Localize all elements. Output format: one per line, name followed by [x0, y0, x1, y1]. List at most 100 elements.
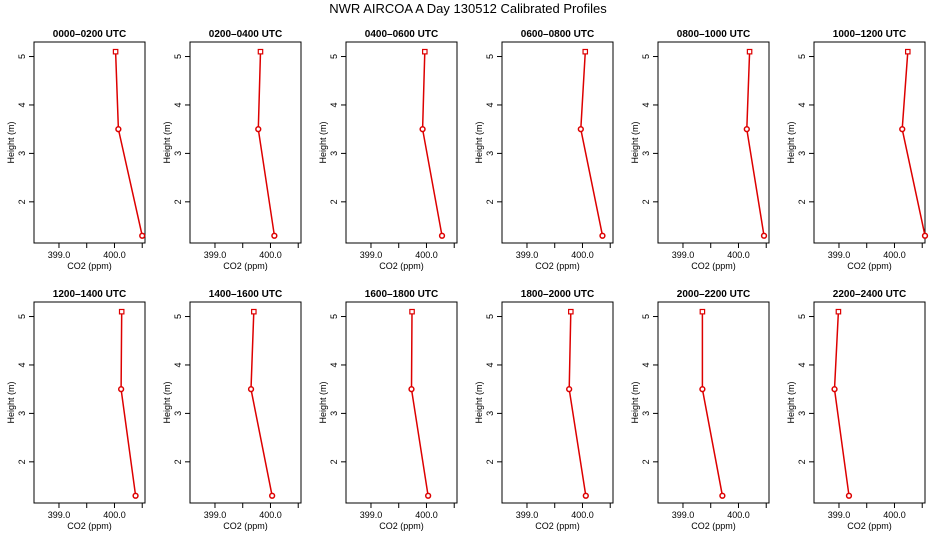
y-tick-label: 2: [173, 459, 183, 464]
y-tick-label: 5: [797, 54, 807, 59]
plot-frame: [657, 301, 770, 504]
data-point: [566, 386, 573, 393]
x-axis-title: CO2 (ppm): [847, 521, 892, 531]
data-point: [719, 492, 726, 499]
data-point: [760, 232, 768, 239]
x-tick-label: 399.0: [204, 250, 227, 260]
data-point: [257, 48, 264, 55]
y-tick-label: 4: [641, 362, 651, 367]
y-tick-label: 3: [329, 411, 339, 416]
x-tick-label: 400.0: [103, 510, 126, 520]
data-point: [419, 126, 426, 133]
data-point: [743, 126, 750, 133]
x-tick-label: 399.0: [516, 250, 539, 260]
y-tick-label: 5: [329, 54, 339, 59]
y-tick-label: 2: [17, 459, 27, 464]
y-axis-title: Height (m): [474, 381, 484, 423]
profile-line: [833, 311, 850, 496]
data-point: [899, 126, 906, 133]
x-axis-title: CO2 (ppm): [691, 521, 736, 531]
y-tick-label: 3: [173, 411, 183, 416]
x-tick-label: 399.0: [48, 510, 71, 520]
plot-frame: [345, 301, 458, 504]
x-tick-label: 399.0: [48, 250, 71, 260]
panel-title: 1400–1600 UTC: [209, 289, 282, 300]
y-tick-label: 3: [485, 151, 495, 156]
y-tick-label: 4: [17, 102, 27, 107]
y-tick-label: 4: [797, 362, 807, 367]
data-point: [118, 308, 125, 315]
y-tick-label: 5: [485, 314, 495, 319]
y-tick-label: 4: [329, 102, 339, 107]
data-point: [599, 232, 606, 239]
x-axis-title: CO2 (ppm): [379, 521, 424, 531]
panel-title: 0600–0800 UTC: [521, 29, 594, 40]
profile-line: [250, 311, 273, 496]
profile-line: [421, 51, 443, 236]
data-point: [831, 386, 838, 393]
y-tick-label: 4: [485, 362, 495, 367]
x-tick-label: 399.0: [828, 510, 851, 520]
x-tick-label: 400.0: [415, 510, 438, 520]
y-tick-label: 5: [797, 314, 807, 319]
plot-frame: [657, 41, 770, 244]
data-point: [255, 126, 262, 133]
x-axis-title: CO2 (ppm): [535, 521, 580, 531]
y-tick-label: 2: [485, 459, 495, 464]
profile-line: [901, 51, 926, 236]
x-tick-label: 400.0: [727, 250, 750, 260]
panel-title: 1000–1200 UTC: [833, 29, 906, 40]
y-tick-label: 2: [17, 199, 27, 204]
y-tick-label: 5: [485, 54, 495, 59]
y-axis-title: Height (m): [318, 121, 328, 163]
y-tick-label: 5: [173, 314, 183, 319]
y-axis-title: Height (m): [162, 121, 172, 163]
y-axis-title: Height (m): [318, 381, 328, 423]
y-axis-title: Height (m): [162, 381, 172, 423]
data-point: [577, 126, 584, 133]
panel-title: 0800–1000 UTC: [677, 29, 750, 40]
panel-title: 0200–0400 UTC: [209, 29, 282, 40]
x-tick-label: 400.0: [883, 250, 906, 260]
y-tick-label: 3: [797, 151, 807, 156]
data-point: [409, 308, 415, 315]
panel-title: 2200–2400 UTC: [833, 289, 906, 300]
data-point: [271, 232, 278, 239]
profile-line: [701, 311, 724, 496]
y-tick-label: 3: [17, 411, 27, 416]
y-tick-label: 2: [329, 459, 339, 464]
data-point: [746, 48, 753, 55]
y-tick-label: 2: [173, 199, 183, 204]
data-point: [268, 492, 276, 499]
data-point: [247, 386, 255, 393]
y-tick-label: 2: [485, 199, 495, 204]
y-axis-title: Height (m): [6, 381, 16, 423]
profile-line: [257, 51, 276, 236]
data-point: [582, 48, 589, 55]
y-axis-title: Height (m): [630, 121, 640, 163]
x-axis-title: CO2 (ppm): [379, 261, 424, 271]
data-point: [582, 492, 589, 499]
x-axis-title: CO2 (ppm): [67, 261, 112, 271]
plot-frame: [345, 41, 458, 244]
data-point: [115, 126, 122, 133]
x-axis-title: CO2 (ppm): [223, 521, 268, 531]
y-axis-title: Height (m): [786, 381, 796, 423]
plot-frame: [33, 301, 146, 504]
data-point: [251, 308, 257, 315]
panel-title: 1200–1400 UTC: [53, 289, 126, 300]
profile-line: [120, 311, 137, 496]
x-axis-title: CO2 (ppm): [223, 261, 268, 271]
y-tick-label: 5: [173, 54, 183, 59]
x-axis-title: CO2 (ppm): [535, 261, 580, 271]
x-tick-label: 400.0: [571, 510, 594, 520]
y-tick-label: 2: [797, 199, 807, 204]
